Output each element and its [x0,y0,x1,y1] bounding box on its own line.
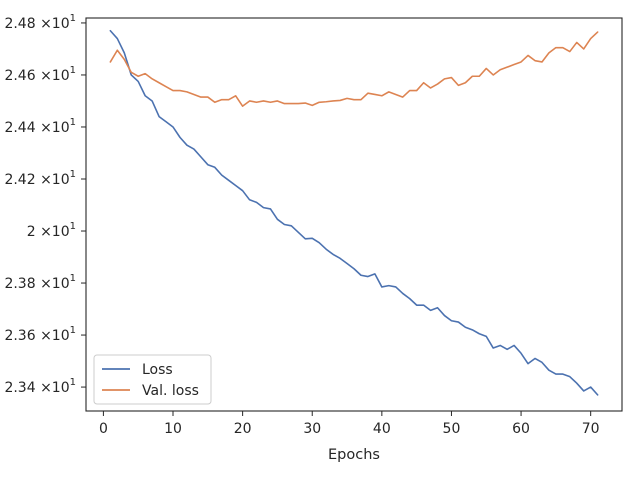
legend: Loss Val. loss [93,354,212,405]
x-tick-label: 0 [99,421,108,437]
x-tick-label: 30 [303,421,321,437]
y-tick-label: 2.36 ×101 [4,325,76,344]
x-axis-ticks: 0 10 20 30 40 50 60 70 [99,411,600,437]
legend-box [93,354,212,405]
y-tick-label: 2.38 ×101 [4,273,76,292]
series-line-val-loss [109,31,599,107]
y-tick-label: 2.44 ×101 [4,117,76,136]
plot-frame [85,17,623,412]
x-tick-label: 70 [582,421,600,437]
y-tick-label: 2.48 ×101 [4,13,76,32]
plot-area [85,17,623,412]
y-tick-label: 2.46 ×101 [4,65,76,84]
x-tick-label: 10 [164,421,182,437]
legend-label: Loss [142,362,173,378]
x-tick-label: 20 [234,421,252,437]
y-axis-ticks: 2.34 ×101 2.36 ×101 2.38 ×101 2 ×101 2.42 ×1… [4,13,86,396]
x-axis-label: Epochs [328,447,380,463]
y-tick-label: 2.42 ×101 [4,169,76,188]
y-tick-label: 2 ×101 [27,221,76,240]
x-tick-label: 50 [443,421,461,437]
legend-label: Val. loss [142,383,199,399]
x-tick-label: 60 [512,421,530,437]
y-tick-label: 2.34 ×101 [4,377,76,396]
series-line-loss [109,29,599,396]
x-tick-label: 40 [373,421,391,437]
